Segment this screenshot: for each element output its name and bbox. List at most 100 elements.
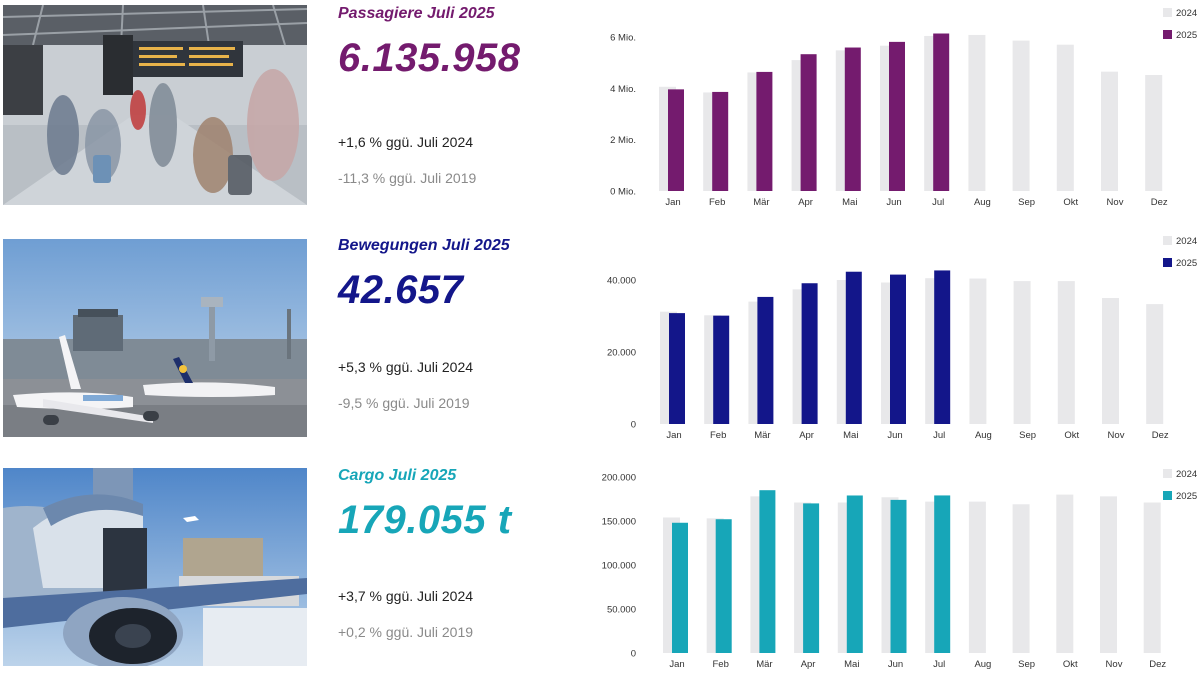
movements-xtick-label: Aug: [975, 430, 992, 441]
cargo-bar-2025: [846, 495, 863, 653]
passengers-ytick-label: 4 Mio.: [610, 84, 636, 95]
movements-xtick-label: Feb: [710, 430, 726, 441]
cargo-bar-2025: [890, 499, 907, 653]
aircraft-apron-photo: [3, 239, 307, 437]
passengers-legend-label: 2025: [1176, 30, 1197, 41]
movements-legend-swatch-2024: [1163, 236, 1172, 245]
cargo-xtick-label: Jul: [933, 659, 945, 670]
passengers-xtick-label: Mär: [753, 197, 769, 208]
movements-ytick-label: 0: [631, 420, 636, 431]
passengers-ytick-label: 2 Mio.: [610, 135, 636, 146]
passengers-bar-2025: [800, 54, 817, 191]
passengers-bar-2025: [668, 89, 684, 191]
cargo-xtick-label: Apr: [801, 659, 816, 670]
movements-legend-label: 2024: [1176, 236, 1197, 247]
movements-chart: 0 20.000 40.000 Jan Feb Mär Apr Mai Jun Jul Aug Sep…: [560, 230, 1200, 450]
cargo-bar-2025: [715, 519, 732, 653]
passengers-xtick-label: Apr: [798, 197, 813, 208]
movements-xtick-label: Nov: [1108, 430, 1125, 441]
cargo-title: Cargo Juli 2025: [338, 467, 457, 484]
movements-bar-2025: [845, 271, 862, 424]
cargo-ytick-label: 50.000: [607, 605, 636, 616]
movements-bar-2024: [1057, 281, 1075, 424]
passengers-chart: 0 Mio. 2 Mio. 4 Mio. 6 Mio. Jan Feb Mär Apr Mai J…: [560, 0, 1200, 220]
movements-xtick-label: Mär: [754, 430, 770, 441]
passengers-bar-2025: [712, 91, 729, 191]
passengers-xtick-label: Sep: [1018, 197, 1035, 208]
cargo-xtick-label: Jun: [888, 659, 903, 670]
passengers-legend-label: 2024: [1176, 8, 1197, 19]
passengers-bar-2024: [1056, 44, 1074, 192]
movements-vs-2019: -9,5 % ggü. Juli 2019: [338, 395, 470, 411]
cargo-ytick-label: 100.000: [602, 561, 636, 572]
movements-xtick-label: Jul: [933, 430, 945, 441]
movements-xtick-label: Jan: [666, 430, 681, 441]
cargo-xtick-label: Okt: [1063, 659, 1078, 670]
passengers-legend-swatch-2025: [1163, 30, 1172, 39]
cargo-aircraft-photo: [3, 468, 307, 666]
cargo-xtick-label: Jan: [669, 659, 684, 670]
movements-vs-2024: +5,3 % ggü. Juli 2024: [338, 359, 474, 375]
cargo-xtick-label: Nov: [1106, 659, 1123, 670]
passengers-xtick-label: Aug: [974, 197, 991, 208]
cargo-legend-label: 2024: [1176, 469, 1197, 480]
cargo-bar-2025: [672, 522, 688, 653]
cargo-xtick-label: Aug: [974, 659, 991, 670]
movements-xtick-label: Mai: [843, 430, 858, 441]
movements-bar-2025: [757, 296, 774, 424]
passengers-ytick-label: 0 Mio.: [610, 187, 636, 198]
cargo-xtick-label: Feb: [713, 659, 729, 670]
movements-xtick-label: Sep: [1019, 430, 1036, 441]
movements-legend-swatch-2025: [1163, 258, 1172, 267]
passengers-xtick-label: Okt: [1063, 197, 1078, 208]
cargo-bar-2024: [1100, 496, 1117, 653]
cargo-xtick-label: Sep: [1018, 659, 1035, 670]
cargo-bar-chart: 0 50.000 100.000 150.000 200.000 Jan Feb Mär Apr…: [602, 469, 1197, 670]
passengers-bar-2024: [968, 34, 986, 191]
passengers-row: Passagiere Juli 2025 6.135.958 +1,6 % gg…: [0, 0, 1200, 215]
cargo-bar-2024: [1143, 502, 1161, 653]
passengers-bar-2025: [756, 71, 773, 191]
movements-bar-2025: [669, 313, 685, 424]
movements-legend-label: 2025: [1176, 258, 1197, 269]
movements-ytick-label: 20.000: [607, 348, 636, 359]
cargo-xtick-label: Mai: [844, 659, 859, 670]
passengers-xtick-label: Nov: [1107, 197, 1124, 208]
cargo-chart: 0 50.000 100.000 150.000 200.000 Jan Feb Mär Apr…: [560, 459, 1200, 679]
cargo-vs-2024: +3,7 % ggü. Juli 2024: [338, 588, 474, 604]
movements-bar-2024: [1146, 304, 1164, 424]
cargo-legend-label: 2025: [1176, 491, 1197, 502]
passengers-xtick-label: Feb: [709, 197, 725, 208]
passengers-xtick-label: Jan: [665, 197, 680, 208]
movements-title: Bewegungen Juli 2025: [338, 237, 510, 254]
movements-value: 42.657: [338, 268, 464, 312]
cargo-value: 179.055 t: [338, 498, 512, 542]
movements-row: Bewegungen Juli 2025 42.657 +5,3 % ggü. …: [0, 230, 1200, 445]
movements-xtick-label: Jun: [887, 430, 902, 441]
movements-xtick-label: Okt: [1064, 430, 1079, 441]
cargo-bar-2025: [803, 503, 820, 653]
cargo-xtick-label: Dez: [1149, 659, 1166, 670]
passengers-bar-2025: [933, 33, 950, 192]
passengers-bar-2024: [1101, 71, 1118, 191]
passengers-xtick-label: Mai: [842, 197, 857, 208]
movements-bar-2024: [1013, 281, 1031, 424]
passengers-vs-2019: -11,3 % ggü. Juli 2019: [338, 170, 477, 186]
cargo-bar-2025: [759, 490, 776, 653]
passengers-title: Passagiere Juli 2025: [338, 5, 495, 22]
passengers-bar-chart: 0 Mio. 2 Mio. 4 Mio. 6 Mio. Jan Feb Mär Apr Mai J…: [610, 8, 1197, 208]
passengers-bar-2024: [1012, 40, 1030, 191]
passengers-ytick-label: 6 Mio.: [610, 33, 636, 44]
cargo-ytick-label: 0: [631, 649, 636, 660]
passengers-bar-2025: [844, 47, 861, 192]
movements-xtick-label: Dez: [1152, 430, 1169, 441]
passengers-xtick-label: Dez: [1151, 197, 1168, 208]
movements-bar-2025: [890, 274, 906, 424]
movements-bar-chart: 0 20.000 40.000 Jan Feb Mär Apr Mai Jun Jul Aug Sep…: [607, 236, 1197, 441]
cargo-bar-2025: [934, 495, 951, 653]
cargo-legend-swatch-2024: [1163, 469, 1172, 478]
passengers-bar-2025: [889, 41, 905, 192]
passengers-value: 6.135.958: [338, 36, 521, 80]
passengers-bar-2024: [1145, 74, 1163, 191]
movements-xtick-label: Apr: [799, 430, 814, 441]
